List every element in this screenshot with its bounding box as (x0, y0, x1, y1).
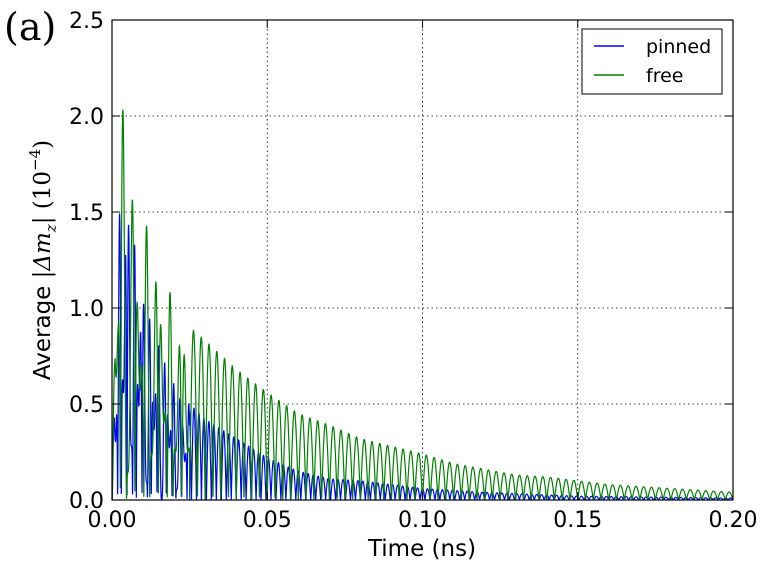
y-tick-label: 2.0 (69, 105, 104, 130)
y-tick-label: 0.0 (69, 489, 104, 514)
ticks (111, 19, 734, 501)
x-tick-label: 0.05 (243, 508, 292, 533)
y-tick-label: 1.0 (69, 297, 104, 322)
legend: pinned free (581, 28, 723, 95)
x-axis-label: Time (ns) (367, 536, 476, 562)
y-axis-label-mid: | (10 (30, 171, 56, 224)
y-axis-label: Average |Δmz| (10−4) (26, 140, 60, 380)
y-axis-label-end: ) (30, 140, 56, 149)
tick-labels: 0.00 0.05 0.10 0.15 0.20 0.0 0.5 1.0 1.5 2.0 2.5 (69, 9, 757, 533)
legend-label-pinned: pinned (646, 36, 711, 58)
legend-label-free: free (646, 65, 683, 87)
plot-area (112, 109, 733, 500)
y-tick-label: 2.5 (69, 9, 104, 34)
grid (112, 20, 733, 500)
y-axis-label-sub: z (42, 224, 60, 233)
series-line-free (112, 109, 733, 500)
y-axis-label-sup: −4 (26, 149, 44, 171)
x-tick-label: 0.00 (88, 508, 137, 533)
legend-box (581, 28, 723, 95)
x-tick-label: 0.10 (398, 508, 447, 533)
x-tick-label: 0.15 (553, 508, 602, 533)
y-tick-label: 1.5 (69, 201, 104, 226)
series-line-pinned (112, 213, 733, 500)
panel-label: (a) (4, 5, 56, 49)
y-axis-label-prefix: Average (30, 278, 56, 380)
y-axis-label-math: |Δm (30, 232, 56, 278)
x-tick-label: 0.20 (709, 508, 758, 533)
y-tick-label: 0.5 (69, 393, 104, 418)
